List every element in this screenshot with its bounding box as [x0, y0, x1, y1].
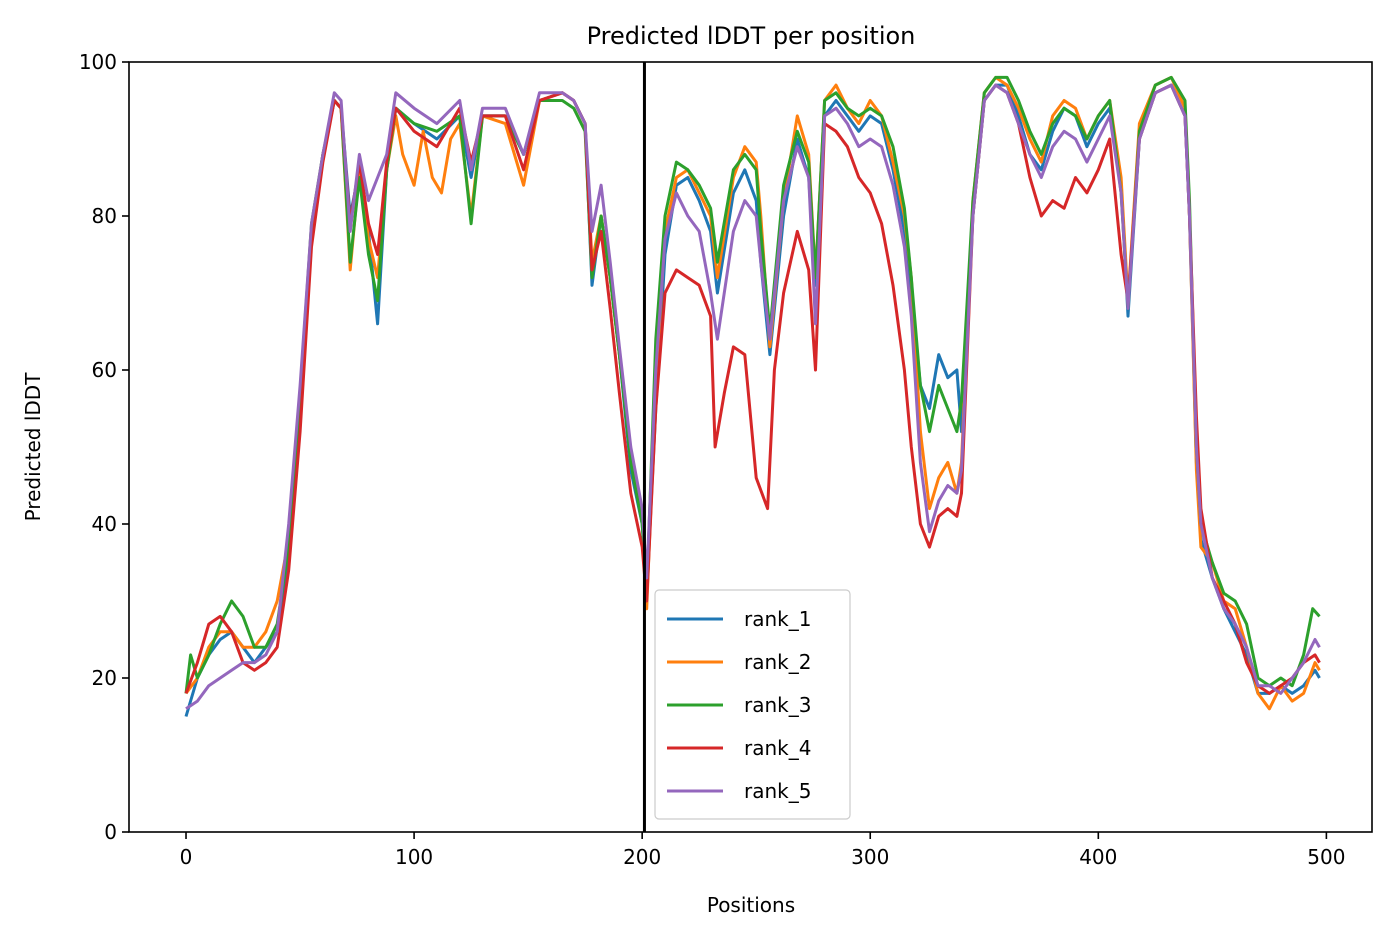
x-tick-label: 300 [851, 845, 889, 869]
y-tick-label: 100 [79, 50, 117, 74]
y-tick-label: 40 [92, 512, 117, 536]
plot-area [184, 62, 1321, 832]
x-axis-ticks: 0 100 200 300 400 500 [180, 832, 1345, 869]
x-tick-label: 0 [180, 845, 193, 869]
y-axis-ticks: 0 20 40 60 80 100 [79, 50, 129, 844]
chart-title: Predicted lDDT per position [587, 22, 916, 50]
legend-label-rank-5: rank_5 [744, 779, 811, 803]
series-lines [184, 75, 1321, 717]
legend-label-rank-1: rank_1 [744, 607, 811, 631]
y-tick-label: 60 [92, 358, 117, 382]
legend: rank_1 rank_2 rank_3 rank_4 rank_5 [654, 589, 851, 820]
y-axis-label: Predicted lDDT [21, 372, 45, 522]
x-axis-label: Positions [707, 893, 795, 917]
legend-label-rank-3: rank_3 [744, 693, 811, 717]
x-tick-label: 400 [1079, 845, 1117, 869]
y-tick-label: 80 [92, 204, 117, 228]
series-line-rank-5 [185, 83, 1321, 711]
x-tick-label: 200 [623, 845, 661, 869]
x-tick-label: 500 [1307, 845, 1345, 869]
legend-box [654, 589, 851, 820]
y-tick-label: 0 [104, 820, 117, 844]
x-tick-label: 100 [395, 845, 433, 869]
y-tick-label: 20 [92, 666, 117, 690]
plot-frame [128, 61, 1373, 833]
legend-label-rank-2: rank_2 [744, 650, 811, 674]
legend-label-rank-4: rank_4 [744, 736, 811, 760]
